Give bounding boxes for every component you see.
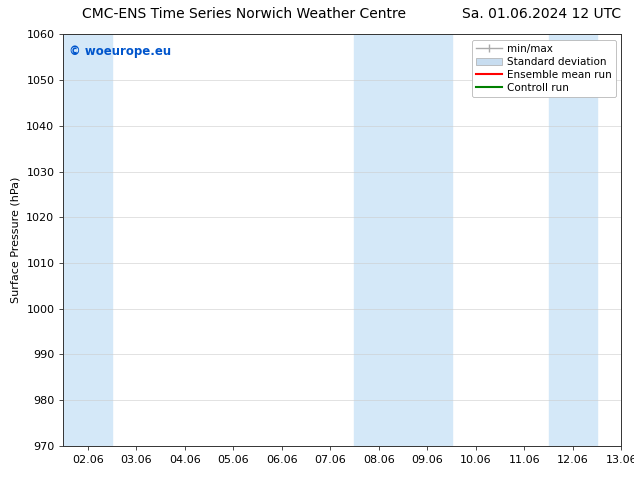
Y-axis label: Surface Pressure (hPa): Surface Pressure (hPa) [11,177,21,303]
Legend: min/max, Standard deviation, Ensemble mean run, Controll run: min/max, Standard deviation, Ensemble me… [472,40,616,97]
Bar [354,34,451,446]
Text: CMC-ENS Time Series Norwich Weather Centre: CMC-ENS Time Series Norwich Weather Cent… [82,7,406,22]
Bar [63,34,112,446]
Text: Sa. 01.06.2024 12 UTC: Sa. 01.06.2024 12 UTC [462,7,621,22]
Bar [548,34,597,446]
Text: © woeurope.eu: © woeurope.eu [69,45,171,58]
